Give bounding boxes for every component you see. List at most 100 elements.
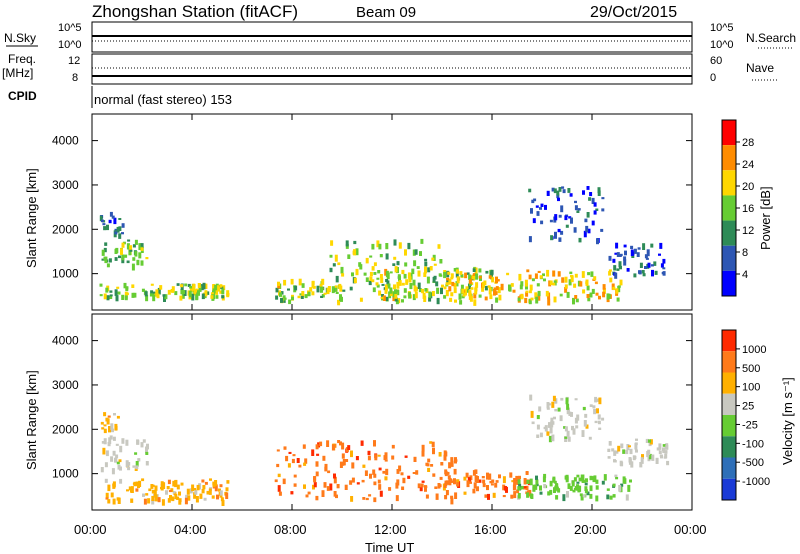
- power-echo-cell: [428, 297, 432, 302]
- velocity-echo-cell: [651, 454, 655, 461]
- velocity-echo-cell: [526, 492, 530, 498]
- velocity-echo-cell: [582, 406, 586, 411]
- velocity-echo-cell: [502, 484, 506, 491]
- velocity-echo-cell: [487, 493, 490, 500]
- velocity-echo-cell: [141, 478, 145, 482]
- velocity-echo-cell: [377, 479, 381, 484]
- x-tick-label: 04:00: [174, 522, 207, 537]
- velocity-echo-cell: [119, 466, 122, 471]
- freq-tick-bottom: 8: [72, 72, 78, 84]
- power-echo-cell: [129, 245, 133, 251]
- velocity-echo-cell: [136, 440, 140, 445]
- velocity-echo-cell: [103, 438, 107, 445]
- velocity-echo-cell: [585, 478, 588, 483]
- power-panel-frame: [91, 113, 693, 311]
- power-echo-cell: [396, 261, 400, 266]
- velocity-echo-cell: [517, 486, 521, 491]
- nsky-strip: N.Sky 10^5 10^0 10^5 10^0 N.Search: [4, 21, 796, 53]
- power-echo-cell: [359, 297, 363, 302]
- velocity-echo-cell: [171, 497, 175, 502]
- velocity-echo-cell: [121, 438, 125, 444]
- velocity-echo-cell: [453, 468, 457, 475]
- velocity-echo-cell: [569, 486, 573, 491]
- colorbar-tick-label: 100: [742, 382, 760, 394]
- power-echo-cell: [536, 283, 540, 287]
- power-echo-cell: [573, 227, 577, 233]
- power-echo-cell: [125, 292, 129, 296]
- power-echo-cell: [445, 290, 449, 297]
- power-echo-cell: [586, 294, 590, 299]
- colorbar-tick-label: 4: [742, 269, 748, 281]
- power-echo-cell: [376, 277, 380, 280]
- power-echo-cell: [473, 299, 477, 306]
- velocity-echo-cell: [612, 494, 616, 498]
- velocity-echo-cell: [518, 475, 521, 480]
- velocity-echo-cell: [481, 476, 485, 479]
- power-echo-cell: [650, 243, 654, 248]
- power-echo-cell: [183, 290, 187, 296]
- velocity-echo-cell: [528, 489, 532, 497]
- velocity-echo-cell: [450, 457, 454, 463]
- power-echo-cell: [123, 282, 127, 289]
- velocity-echo-cell: [378, 467, 382, 471]
- velocity-echo-cell: [592, 405, 596, 409]
- velocity-echo-cell: [570, 412, 573, 417]
- velocity-echo-cell: [415, 470, 419, 475]
- power-echo-cell: [488, 275, 492, 279]
- freq-tick-top: 12: [68, 55, 80, 67]
- velocity-echo-cell: [103, 428, 107, 434]
- y-tick-label: 3000: [52, 378, 79, 392]
- velocity-echo-cell: [174, 480, 178, 488]
- power-echo-cell: [450, 273, 454, 278]
- velocity-echo-cell: [582, 494, 586, 498]
- power-echo-cell: [115, 247, 119, 254]
- power-echo-cell: [564, 287, 568, 293]
- velocity-echo-cell: [607, 448, 611, 452]
- power-echo-cell: [405, 279, 409, 285]
- power-echo-cell: [380, 277, 384, 283]
- power-echo-cell: [585, 279, 589, 286]
- power-echo-cell: [623, 244, 627, 248]
- y-tick-label: 2000: [52, 422, 79, 436]
- power-echo-cell: [539, 207, 542, 210]
- velocity-echo-cell: [369, 473, 372, 479]
- power-echo-cell: [588, 197, 592, 201]
- power-echo-cell: [321, 294, 325, 298]
- power-echo-cell: [395, 300, 399, 305]
- velocity-echo-cell: [641, 454, 644, 460]
- power-echo-cell: [558, 237, 562, 242]
- power-echo-cell: [128, 249, 132, 256]
- velocity-echo-cell: [360, 440, 364, 446]
- power-echo-cell: [594, 281, 598, 285]
- power-echo-cell: [155, 289, 159, 297]
- power-echo-cell: [101, 249, 105, 256]
- velocity-echo-cell: [598, 427, 602, 430]
- velocity-echo-cell: [434, 486, 438, 489]
- velocity-echo-cell: [421, 480, 425, 483]
- power-echo-cell: [489, 294, 493, 300]
- power-echo-cell: [472, 273, 476, 276]
- power-panel: 4000 3000 2000 1000 Slant Range [km] 28 24 20…: [24, 113, 773, 311]
- power-echo-cell: [586, 285, 590, 291]
- power-echo-cell: [570, 217, 573, 224]
- velocity-echo-cell: [201, 489, 205, 494]
- nsearch-tick-bottom: 10^0: [710, 39, 734, 51]
- power-echo-cell: [574, 200, 577, 204]
- velocity-echo-cell: [618, 485, 622, 492]
- power-echo-cell: [424, 266, 427, 274]
- power-echo-cell: [394, 266, 398, 273]
- power-echo-cell: [389, 271, 393, 274]
- colorbar-segment: [722, 120, 736, 146]
- velocity-echo-cell: [287, 463, 291, 468]
- power-echo-cell: [316, 285, 320, 293]
- power-echo-cell: [304, 294, 308, 299]
- power-echo-cell: [189, 286, 193, 289]
- power-echo-cell: [624, 250, 627, 256]
- velocity-echo-cell: [339, 461, 343, 468]
- velocity-echo-cell: [373, 481, 377, 486]
- velocity-echo-cell: [579, 493, 583, 497]
- power-echo-cell: [180, 288, 184, 295]
- velocity-echo-cell: [105, 492, 109, 499]
- power-echo-cell: [526, 269, 530, 273]
- power-echo-cell: [413, 285, 417, 292]
